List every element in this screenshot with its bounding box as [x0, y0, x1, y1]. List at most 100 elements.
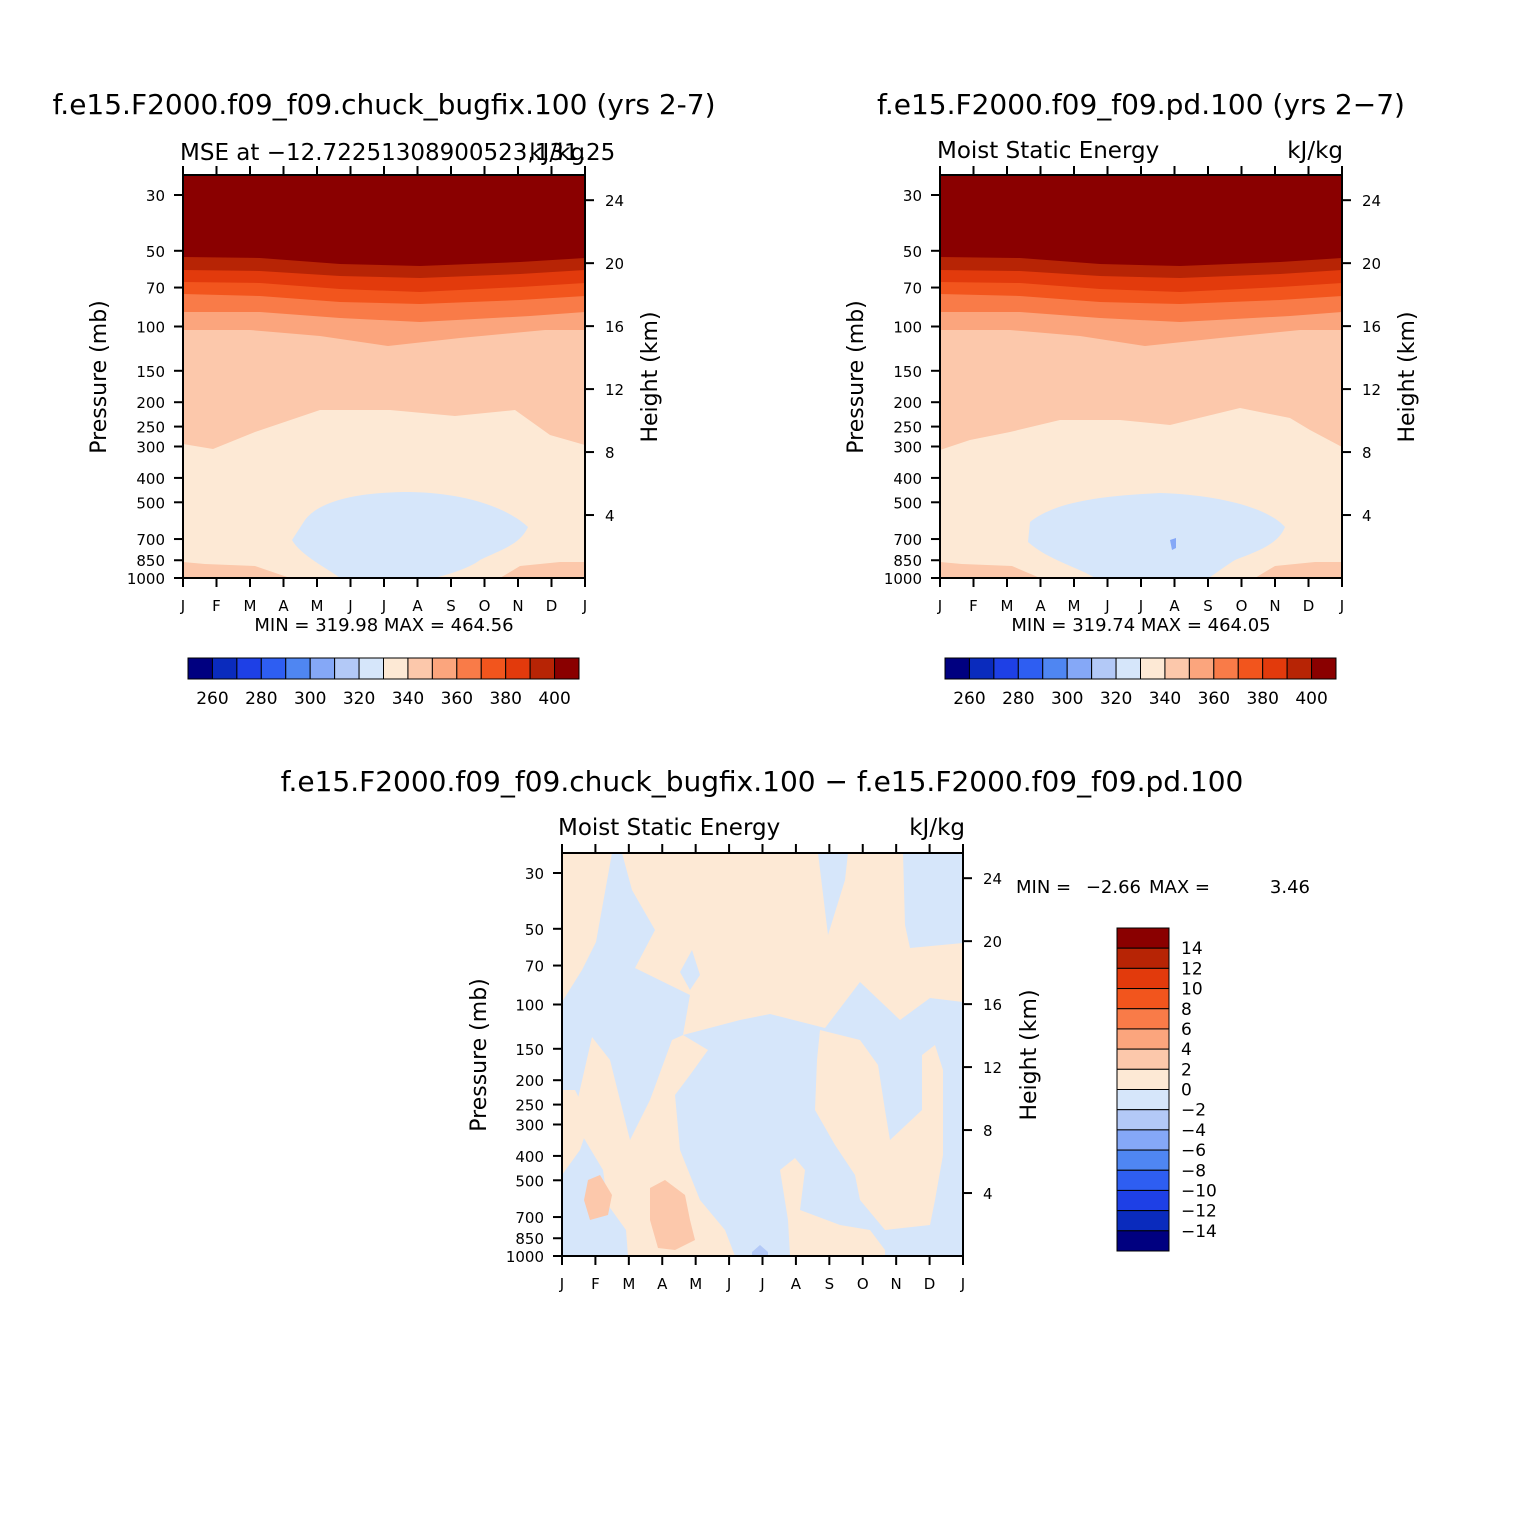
panel-a-colorbar: 260 280 300 320 340 360 380 400	[187, 657, 580, 709]
y-tick-label: 150	[893, 363, 922, 381]
panel-c-y-axis-label: Pressure (mb)	[467, 978, 492, 1132]
panel-b-contours	[940, 175, 1342, 578]
y-tick-label: 700	[515, 1209, 544, 1227]
x-tick-label: F	[969, 597, 978, 615]
y-right-tick-label: 24	[1362, 192, 1381, 210]
colorbar-swatch	[1116, 1149, 1170, 1171]
y-tick-label: 400	[893, 470, 922, 488]
colorbar-label: 0	[1181, 1081, 1192, 1101]
x-tick-label: A	[412, 597, 423, 615]
colorbar-swatch	[1116, 1109, 1170, 1131]
panel-c-min-value: −2.66	[1086, 877, 1141, 898]
colorbar-swatch	[1116, 1068, 1170, 1090]
colorbar-swatch	[1116, 1089, 1170, 1111]
y-tick-label: 100	[893, 319, 922, 337]
x-tick-label: N	[512, 597, 523, 615]
colorbar-swatch	[1115, 657, 1141, 680]
panel-a-subtitle-right: kJ/kg	[529, 140, 585, 166]
colorbar-label: −10	[1181, 1181, 1217, 1201]
y-tick-label: 30	[146, 187, 165, 205]
y-right-tick-label: 12	[1362, 381, 1381, 399]
panel-a-title: f.e15.F2000.f09_f09.chuck_bugfix.100 (yr…	[52, 88, 715, 121]
y-tick-label: 200	[515, 1072, 544, 1090]
x-tick-label: J	[937, 597, 942, 615]
colorbar-swatch	[1066, 657, 1093, 680]
colorbar-swatch	[1116, 1008, 1170, 1030]
y-tick-label: 500	[893, 494, 922, 512]
y-tick-label: 850	[515, 1230, 544, 1248]
y-right-tick-label: 8	[983, 1122, 993, 1140]
x-tick-label: M	[244, 597, 257, 615]
colorbar-swatch	[1116, 1028, 1170, 1050]
x-tick-label: J	[559, 1275, 564, 1293]
panel-a-y-axis-label: Pressure (mb)	[87, 300, 112, 454]
colorbar-swatch	[1116, 1189, 1170, 1212]
y-tick-label: 50	[146, 243, 165, 261]
colorbar-swatch	[1116, 947, 1170, 969]
y-tick-label: 1000	[506, 1248, 544, 1266]
x-tick-label: N	[891, 1275, 902, 1293]
y-tick-label: 30	[903, 187, 922, 205]
colorbar-label: 300	[294, 689, 326, 709]
x-tick-label: O	[857, 1275, 869, 1293]
contour-fill	[584, 1175, 612, 1220]
colorbar-swatch	[1116, 1048, 1170, 1070]
y-right-tick-label: 16	[605, 318, 624, 336]
colorbar-label: 360	[1198, 689, 1230, 709]
colorbar-label: 280	[245, 689, 277, 709]
panel-a-contours	[183, 175, 585, 578]
x-tick-label: D	[1303, 597, 1315, 615]
colorbar-label: −14	[1181, 1222, 1217, 1242]
y-tick-label: 100	[515, 997, 544, 1015]
contour-fill	[940, 562, 1040, 578]
panel-chuck-bugfix: f.e15.F2000.f09_f09.chuck_bugfix.100 (yr…	[52, 88, 715, 709]
y-tick-label: 70	[146, 280, 165, 298]
colorbar-swatch	[944, 657, 970, 680]
x-tick-label: J	[1138, 597, 1143, 615]
x-tick-label: S	[446, 597, 456, 615]
y-right-tick-label: 12	[605, 381, 624, 399]
contour-fill	[752, 1245, 768, 1256]
colorbar-swatch	[407, 657, 433, 680]
x-tick-label: J	[1104, 597, 1109, 615]
colorbar-swatch	[187, 657, 213, 680]
colorbar-label: −12	[1181, 1202, 1217, 1222]
x-tick-label: J	[582, 597, 587, 615]
colorbar-label: 320	[1100, 689, 1132, 709]
colorbar-label: 260	[953, 689, 985, 709]
colorbar-label: 400	[538, 689, 570, 709]
y-tick-label: 1000	[884, 570, 922, 588]
x-tick-label: J	[759, 1275, 764, 1293]
y-tick-label: 250	[893, 419, 922, 437]
colorbar-label: 14	[1181, 939, 1203, 959]
colorbar-swatch	[309, 657, 336, 680]
x-tick-label: J	[381, 597, 386, 615]
y-tick-label: 70	[525, 958, 544, 976]
colorbar-swatch	[383, 657, 409, 680]
contour-fill	[500, 562, 585, 578]
x-tick-label: F	[212, 597, 221, 615]
colorbar-swatch	[1140, 657, 1166, 680]
colorbar-label: 10	[1181, 980, 1203, 1000]
panel-a-min-max: MIN = 319.98 MAX = 464.56	[254, 615, 513, 636]
colorbar-swatch	[456, 657, 482, 680]
contour-fill	[183, 175, 585, 266]
colorbar-label: 260	[196, 689, 228, 709]
contour-fill	[780, 1158, 885, 1256]
y-tick-label: 150	[136, 363, 165, 381]
y-tick-label: 50	[903, 243, 922, 261]
y-right-tick-label: 8	[1362, 444, 1372, 462]
colorbar-label: 320	[343, 689, 375, 709]
colorbar-label: 400	[1295, 689, 1327, 709]
panel-c-min-label: MIN =	[1016, 877, 1071, 898]
x-tick-label: M	[311, 597, 324, 615]
x-tick-label: J	[960, 1275, 965, 1293]
x-tick-label: N	[1269, 597, 1280, 615]
colorbar-swatch	[1017, 657, 1044, 680]
contour-fill	[815, 1030, 943, 1230]
colorbar-swatch	[1262, 657, 1288, 680]
y-tick-label: 500	[136, 494, 165, 512]
